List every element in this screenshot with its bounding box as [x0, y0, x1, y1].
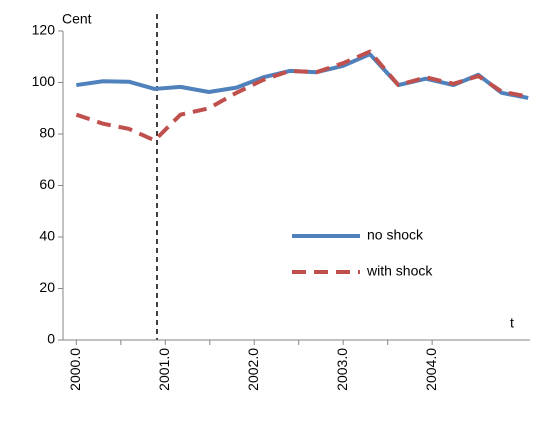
- y-tick-label: 0: [47, 331, 55, 347]
- x-tick-label: 2002.0: [245, 348, 261, 391]
- legend-label: with shock: [366, 263, 433, 279]
- series-line: [75, 49, 529, 143]
- x-tick-label: 2004.0: [423, 348, 439, 391]
- y-tick-label: 100: [32, 73, 56, 89]
- x-axis-label: t: [510, 315, 514, 331]
- x-tick-label: 2001.0: [156, 348, 172, 391]
- y-tick-label: 80: [39, 125, 55, 141]
- x-tick-label: 2000.0: [67, 348, 83, 391]
- y-axis-label: Cent: [62, 11, 92, 27]
- y-tick-label: 40: [39, 228, 55, 244]
- series-line: [76, 52, 529, 100]
- y-tick-label: 20: [39, 279, 55, 295]
- y-tick-label: 120: [32, 22, 56, 38]
- y-tick-label: 60: [39, 176, 55, 192]
- legend-label: no shock: [367, 227, 424, 243]
- x-tick-label: 2003.0: [334, 348, 350, 391]
